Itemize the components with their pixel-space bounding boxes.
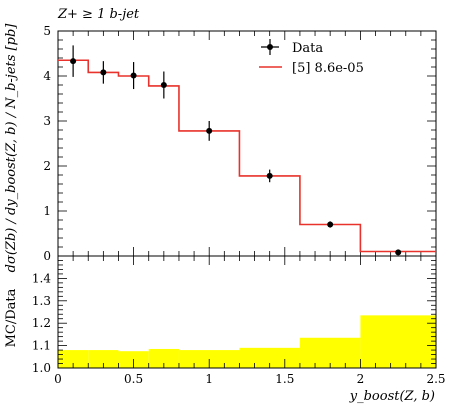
ratio-bar-1 (88, 350, 119, 368)
ratio-panel: 0 0.5 1 1.5 2 2.5 1.0 1.1 1.2 1.3 1.4 (32, 255, 446, 386)
y-tick-label-5: 5 (43, 24, 51, 38)
data-point-0 (70, 58, 77, 65)
data-point-5 (266, 172, 273, 179)
x-tick-label-3: 1.5 (275, 372, 294, 386)
x-tick-label-2: 1 (205, 372, 213, 386)
ratio-y-tick-label-1: 1.1 (32, 339, 51, 353)
ratio-y-tick-label-2: 1.2 (32, 316, 51, 330)
data-point-7 (395, 249, 402, 256)
main-panel: 0 1 2 3 4 5 (43, 24, 437, 263)
ratio-bar-7 (360, 315, 436, 368)
legend: Data [5] 8.6e-05 (259, 39, 364, 76)
ratio-bar-0 (58, 350, 89, 368)
x-axis-title: y_boost(Z, b) (349, 389, 435, 404)
main-frame (57, 30, 437, 257)
data-point-2 (130, 72, 137, 79)
y-tick-label-2: 2 (43, 159, 51, 173)
ratio-bar-6 (299, 337, 361, 368)
data-point-1 (100, 69, 107, 76)
ratio-y-tick-label-3: 1.3 (32, 294, 51, 308)
y-tick-label-4: 4 (43, 69, 51, 83)
legend-mc-label: [5] 8.6e-05 (292, 61, 364, 76)
ratio-frame (57, 255, 437, 369)
ratio-bar-3 (148, 348, 179, 368)
ratio-y-axis-title: MC/Data (4, 288, 19, 347)
legend-data-marker (267, 44, 273, 50)
data-point-6 (327, 221, 334, 228)
ratio-y-tick-label-4: 1.4 (32, 271, 51, 285)
mc-step-line (58, 59, 436, 253)
x-tick-label-0: 0 (54, 372, 62, 386)
chart-title: Z+ ≥ 1 b-jet (57, 7, 140, 22)
data-point-4 (206, 127, 213, 134)
y-tick-label-1: 1 (43, 204, 51, 218)
x-tick-label-1: 0.5 (124, 372, 143, 386)
data-point-3 (160, 82, 167, 88)
x-tick-label-4: 2 (357, 372, 365, 386)
y-axis-title: dσ(Zb) / dy_boost(Z, b) / N_b-jets [pb] (4, 23, 19, 273)
y-tick-label-0: 0 (43, 249, 51, 263)
ratio-y-tick-label-0: 1.0 (32, 361, 51, 375)
x-tick-label-5: 2.5 (426, 372, 445, 386)
legend-data-label: Data (292, 41, 323, 56)
y-tick-label-3: 3 (43, 114, 51, 128)
